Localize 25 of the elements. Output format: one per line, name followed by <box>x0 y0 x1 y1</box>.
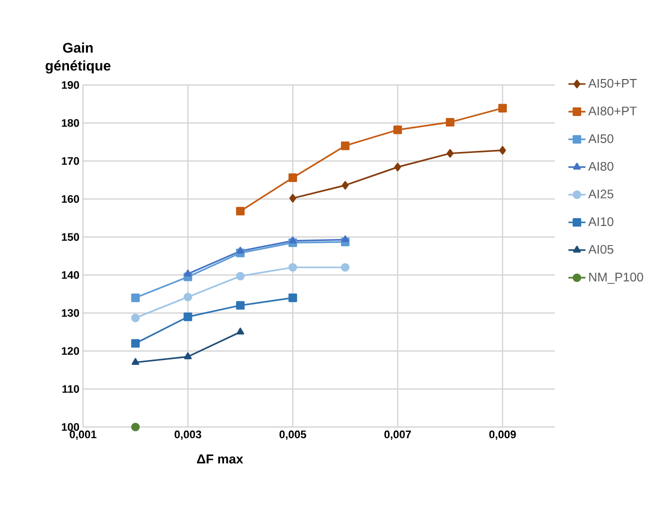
legend-label: NM_P100 <box>589 272 644 284</box>
y-tick-label: 170 <box>62 157 80 165</box>
x-tick-label: 0,003 <box>174 430 202 440</box>
legend-label: AI05 <box>588 244 614 254</box>
y-tick-label: 160 <box>62 195 80 203</box>
legend-label: AI50 <box>588 134 614 144</box>
y-tick-label: 180 <box>62 119 80 127</box>
y-axis-title: Gain génétique <box>46 42 110 74</box>
y-tick-label: 130 <box>62 309 80 317</box>
y-tick-label: 190 <box>62 81 80 89</box>
legend-label: AI80+PT <box>588 106 637 116</box>
legend-label: AI10 <box>588 217 614 226</box>
y-tick-label: 110 <box>62 385 80 393</box>
y-tick-label: 120 <box>62 347 80 355</box>
x-tick-label: 0,009 <box>489 430 516 440</box>
x-tick-label: 0,007 <box>384 430 411 440</box>
x-tick-label: 0,005 <box>280 430 306 440</box>
y-tick-label: 140 <box>62 271 80 279</box>
legend-label: AI50+PT <box>588 78 637 88</box>
y-tick-label: 100 <box>62 423 80 431</box>
x-tick-label: 0,001 <box>70 430 96 440</box>
y-tick-label: 150 <box>62 233 80 241</box>
x-axis-title: ΔF max <box>197 454 244 464</box>
legend-label: AI25 <box>588 190 614 198</box>
legend-label: AI80 <box>588 162 614 171</box>
